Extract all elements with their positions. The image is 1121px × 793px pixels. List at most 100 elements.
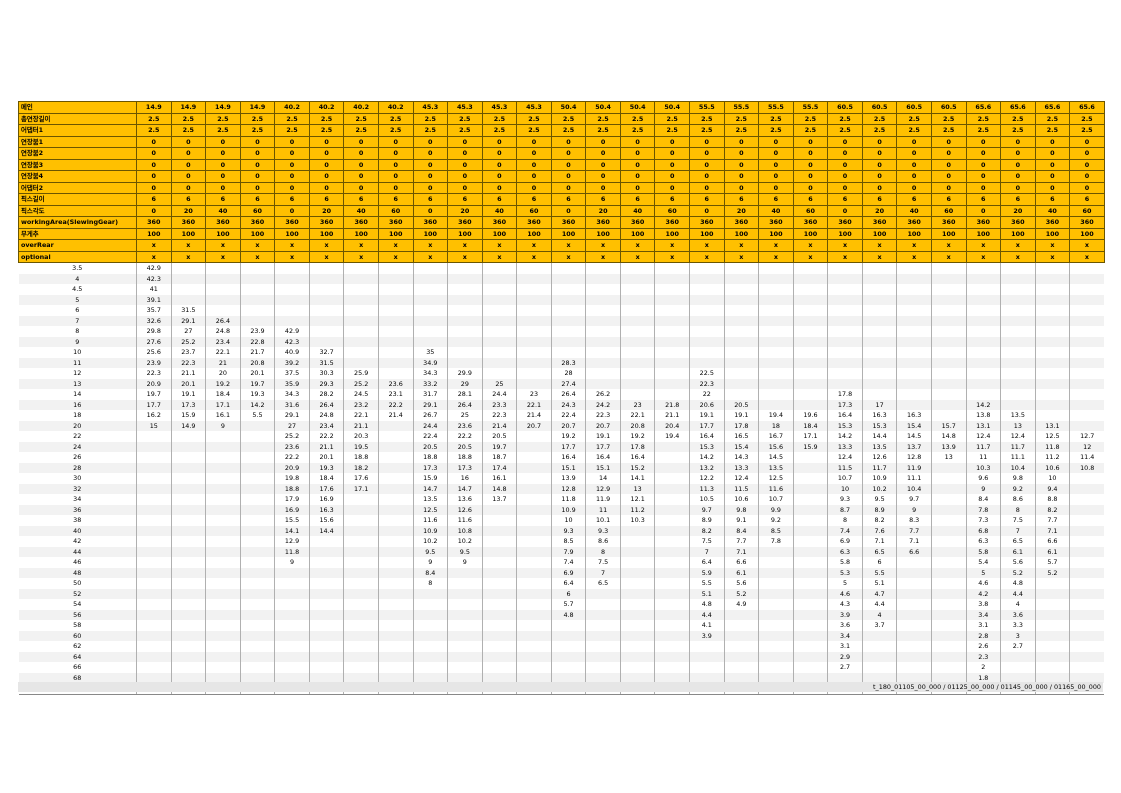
load-cell: 9.2 [1000, 483, 1036, 494]
header-row: 연장붐1 0 0 0 0 0 0 0 0 0 0 0 0 0 0 0 0 0 0 0 0 0 0 0 0 0 0 0 0 [18, 135, 1105, 148]
load-cell [792, 578, 828, 589]
load-cell: 19.1 [723, 410, 759, 421]
load-cell [827, 305, 863, 316]
load-cell: 21 [205, 357, 241, 368]
load-cell [930, 620, 966, 631]
load-cell: 8.9 [689, 515, 725, 526]
header-cell: 40 [205, 204, 241, 217]
load-cell: 14.2 [827, 431, 863, 442]
load-cell [1034, 336, 1070, 347]
load-cell [481, 662, 517, 673]
load-cell [792, 662, 828, 673]
header-cell: 100 [689, 227, 725, 240]
load-cell [723, 326, 759, 337]
load-cell [550, 620, 586, 631]
header-cell: 2.5 [1069, 124, 1105, 137]
load-cell [377, 273, 413, 284]
load-cell: 15.4 [723, 441, 759, 452]
load-cell [896, 651, 932, 662]
load-cell [239, 473, 275, 484]
load-cell [1069, 336, 1105, 347]
load-cell [896, 672, 932, 683]
load-cell [377, 452, 413, 463]
header-cell: 20 [308, 204, 345, 217]
header-cell: 0 [689, 147, 725, 160]
load-cell [343, 672, 379, 683]
header-cell: 0 [170, 158, 207, 171]
load-cell [1034, 672, 1070, 683]
load-cell [723, 294, 759, 305]
load-cell [447, 284, 483, 295]
table-row: 54 5.7 4.8 4.9 4.3 4.4 3.8 4 [18, 599, 1105, 610]
header-cell: 50.4 [585, 101, 621, 114]
load-cell: 12.8 [550, 483, 586, 494]
load-cell [205, 536, 241, 547]
load-cell: 5.2 [1000, 567, 1036, 578]
load-cell [447, 357, 483, 368]
load-cell [792, 326, 828, 337]
load-cell [861, 315, 897, 326]
load-cell: 18.8 [447, 452, 483, 463]
header-cell: x [136, 250, 172, 263]
header-cell: x [758, 239, 794, 252]
header-cell: 6 [205, 193, 241, 206]
load-cell: 14.2 [689, 452, 725, 463]
load-cell [654, 672, 690, 683]
header-cell: 360 [585, 216, 621, 229]
load-cell: 6.8 [965, 525, 1001, 536]
load-cell [792, 399, 828, 410]
load-cell [792, 651, 828, 662]
header-cell: 360 [550, 216, 587, 229]
load-cell: 7.6 [861, 525, 897, 536]
radius-label: 7 [18, 315, 137, 326]
header-cell: 0 [861, 147, 898, 160]
header-cell: 0 [550, 181, 587, 194]
table-row: 22 25.2 22.2 20.3 22.4 22.2 20.5 19.2 19.1 19.2 19… [18, 431, 1105, 442]
load-cell: 7.5 [689, 536, 725, 547]
header-cell: 0 [827, 204, 863, 217]
load-cell [758, 315, 794, 326]
radius-label: 9 [18, 336, 137, 347]
load-cell: 8 [412, 578, 448, 589]
header-cell: 0 [585, 158, 621, 171]
load-cell: 25.2 [170, 336, 206, 347]
load-cell: 16.9 [274, 504, 310, 515]
header-cell: x [205, 250, 241, 263]
load-cell: 18 [758, 420, 794, 431]
load-cell [619, 305, 655, 316]
header-row-label: 연장붐1 [18, 135, 137, 148]
header-cell: 6 [723, 193, 760, 206]
load-cell [1034, 578, 1070, 589]
load-cell [550, 294, 586, 305]
header-cell: 2.5 [343, 124, 379, 137]
load-cell [723, 641, 759, 652]
load-cell [377, 494, 413, 505]
radius-label: 22 [18, 431, 137, 442]
radius-label: 48 [18, 567, 137, 578]
radius-label: 3.5 [18, 262, 137, 274]
load-cell [481, 515, 517, 526]
load-cell: 12.4 [723, 473, 759, 484]
load-cell [965, 284, 1001, 295]
load-cell [412, 641, 448, 652]
load-cell: 9.2 [758, 515, 794, 526]
load-cell [136, 662, 172, 673]
header-cell: 6 [136, 193, 172, 206]
load-cell [343, 557, 379, 568]
radius-label: 24 [18, 441, 137, 452]
load-cell [170, 557, 206, 568]
load-cell [377, 420, 413, 431]
load-cell: 8.7 [827, 504, 863, 515]
load-cell [896, 357, 932, 368]
load-cell [377, 557, 413, 568]
header-cell: 0 [585, 135, 621, 148]
load-cell [239, 420, 275, 431]
header-cell: 20 [447, 204, 483, 217]
header-cell: 0 [965, 158, 1002, 171]
header-row: 연장붐4 0 0 0 0 0 0 0 0 0 0 0 0 0 0 0 0 0 0 0 0 0 0 0 0 0 0 0 0 [18, 170, 1105, 183]
load-cell [758, 294, 794, 305]
load-cell [723, 368, 759, 379]
header-cell: 0 [516, 135, 552, 148]
load-cell: 3.1 [827, 641, 863, 652]
radius-label: 38 [18, 515, 137, 526]
